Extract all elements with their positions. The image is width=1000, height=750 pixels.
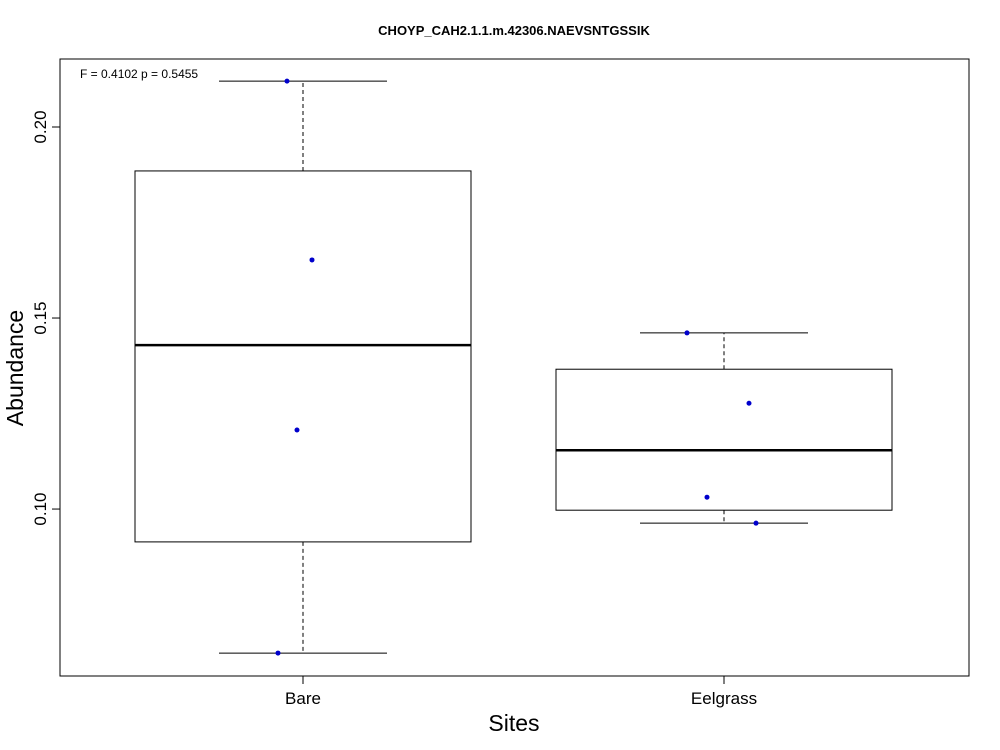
x-axis-label: Sites xyxy=(488,710,539,736)
y-tick-label: 0.10 xyxy=(31,493,50,526)
y-axis-label: Abundance xyxy=(2,310,28,426)
y-tick-label: 0.20 xyxy=(31,110,50,143)
data-point xyxy=(684,330,690,336)
data-point xyxy=(746,400,752,406)
data-point xyxy=(275,650,281,656)
data-point xyxy=(704,494,710,500)
data-point xyxy=(309,257,315,263)
y-tick-label: 0.15 xyxy=(31,301,50,334)
data-point xyxy=(284,78,290,84)
data-point xyxy=(753,520,759,526)
x-tick-label: Bare xyxy=(285,689,321,708)
x-tick-label: Eelgrass xyxy=(691,689,757,708)
chart-title: CHOYP_CAH2.1.1.m.42306.NAEVSNTGSSIK xyxy=(378,23,650,38)
data-point xyxy=(294,427,300,433)
box xyxy=(555,368,893,511)
annotation: F = 0.4102 p = 0.5455 xyxy=(80,67,198,81)
box xyxy=(134,170,472,543)
